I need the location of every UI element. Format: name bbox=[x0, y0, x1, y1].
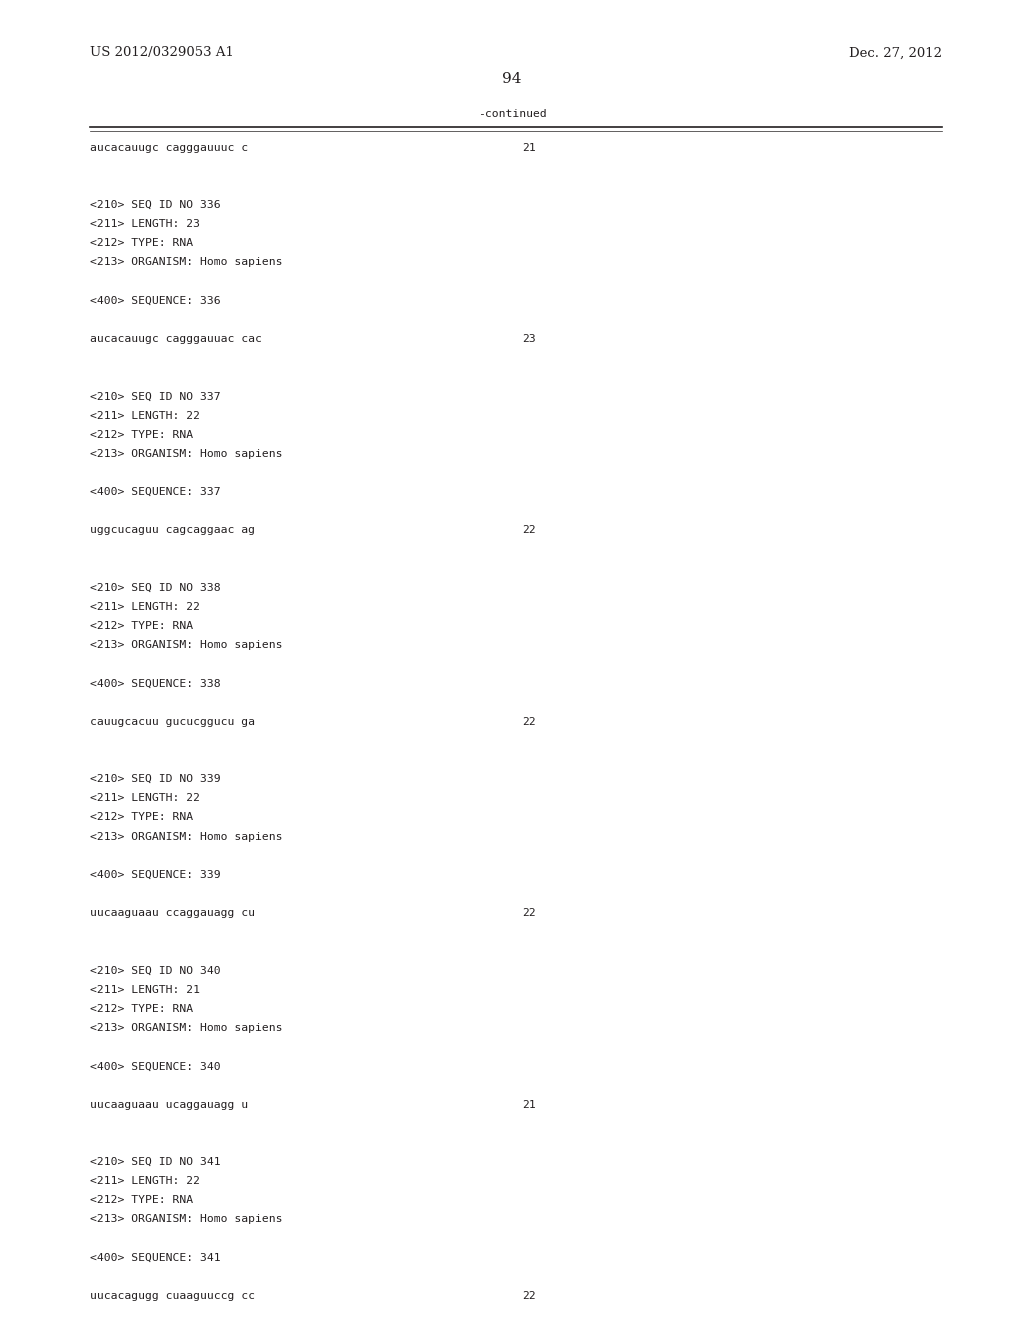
Text: <210> SEQ ID NO 337: <210> SEQ ID NO 337 bbox=[90, 391, 221, 401]
Text: <211> LENGTH: 22: <211> LENGTH: 22 bbox=[90, 793, 200, 804]
Text: aucacauugc cagggauuac cac: aucacauugc cagggauuac cac bbox=[90, 334, 262, 345]
Text: 22: 22 bbox=[522, 1291, 536, 1302]
Text: <213> ORGANISM: Homo sapiens: <213> ORGANISM: Homo sapiens bbox=[90, 449, 283, 459]
Text: Dec. 27, 2012: Dec. 27, 2012 bbox=[849, 46, 942, 59]
Text: <213> ORGANISM: Homo sapiens: <213> ORGANISM: Homo sapiens bbox=[90, 640, 283, 651]
Text: <210> SEQ ID NO 339: <210> SEQ ID NO 339 bbox=[90, 774, 221, 784]
Text: <212> TYPE: RNA: <212> TYPE: RNA bbox=[90, 429, 194, 440]
Text: 21: 21 bbox=[522, 143, 536, 153]
Text: cauugcacuu gucucggucu ga: cauugcacuu gucucggucu ga bbox=[90, 717, 255, 727]
Text: <213> ORGANISM: Homo sapiens: <213> ORGANISM: Homo sapiens bbox=[90, 832, 283, 842]
Text: <211> LENGTH: 22: <211> LENGTH: 22 bbox=[90, 411, 200, 421]
Text: <212> TYPE: RNA: <212> TYPE: RNA bbox=[90, 238, 194, 248]
Text: <210> SEQ ID NO 340: <210> SEQ ID NO 340 bbox=[90, 965, 221, 975]
Text: 21: 21 bbox=[522, 1100, 536, 1110]
Text: -continued: -continued bbox=[477, 108, 547, 119]
Text: uucaaguaau ccaggauagg cu: uucaaguaau ccaggauagg cu bbox=[90, 908, 255, 919]
Text: <400> SEQUENCE: 339: <400> SEQUENCE: 339 bbox=[90, 870, 221, 880]
Text: <213> ORGANISM: Homo sapiens: <213> ORGANISM: Homo sapiens bbox=[90, 1214, 283, 1225]
Text: <400> SEQUENCE: 336: <400> SEQUENCE: 336 bbox=[90, 296, 221, 306]
Text: <212> TYPE: RNA: <212> TYPE: RNA bbox=[90, 1195, 194, 1205]
Text: 22: 22 bbox=[522, 908, 536, 919]
Text: US 2012/0329053 A1: US 2012/0329053 A1 bbox=[90, 46, 234, 59]
Text: <400> SEQUENCE: 337: <400> SEQUENCE: 337 bbox=[90, 487, 221, 498]
Text: <400> SEQUENCE: 341: <400> SEQUENCE: 341 bbox=[90, 1253, 221, 1263]
Text: 94: 94 bbox=[502, 71, 522, 86]
Text: aucacauugc cagggauuuc c: aucacauugc cagggauuuc c bbox=[90, 143, 248, 153]
Text: <212> TYPE: RNA: <212> TYPE: RNA bbox=[90, 1003, 194, 1014]
Text: <213> ORGANISM: Homo sapiens: <213> ORGANISM: Homo sapiens bbox=[90, 257, 283, 268]
Text: <210> SEQ ID NO 341: <210> SEQ ID NO 341 bbox=[90, 1156, 221, 1167]
Text: <210> SEQ ID NO 336: <210> SEQ ID NO 336 bbox=[90, 199, 221, 210]
Text: uucacagugg cuaaguuccg cc: uucacagugg cuaaguuccg cc bbox=[90, 1291, 255, 1302]
Text: <213> ORGANISM: Homo sapiens: <213> ORGANISM: Homo sapiens bbox=[90, 1023, 283, 1034]
Text: <211> LENGTH: 22: <211> LENGTH: 22 bbox=[90, 602, 200, 612]
Text: 22: 22 bbox=[522, 525, 536, 536]
Text: 23: 23 bbox=[522, 334, 536, 345]
Text: <211> LENGTH: 23: <211> LENGTH: 23 bbox=[90, 219, 200, 230]
Text: <212> TYPE: RNA: <212> TYPE: RNA bbox=[90, 620, 194, 631]
Text: uggcucaguu cagcaggaac ag: uggcucaguu cagcaggaac ag bbox=[90, 525, 255, 536]
Text: <210> SEQ ID NO 338: <210> SEQ ID NO 338 bbox=[90, 582, 221, 593]
Text: <400> SEQUENCE: 338: <400> SEQUENCE: 338 bbox=[90, 678, 221, 689]
Text: uucaaguaau ucaggauagg u: uucaaguaau ucaggauagg u bbox=[90, 1100, 248, 1110]
Text: <211> LENGTH: 22: <211> LENGTH: 22 bbox=[90, 1176, 200, 1187]
Text: <211> LENGTH: 21: <211> LENGTH: 21 bbox=[90, 985, 200, 995]
Text: <400> SEQUENCE: 340: <400> SEQUENCE: 340 bbox=[90, 1061, 221, 1072]
Text: <212> TYPE: RNA: <212> TYPE: RNA bbox=[90, 812, 194, 822]
Text: 22: 22 bbox=[522, 717, 536, 727]
